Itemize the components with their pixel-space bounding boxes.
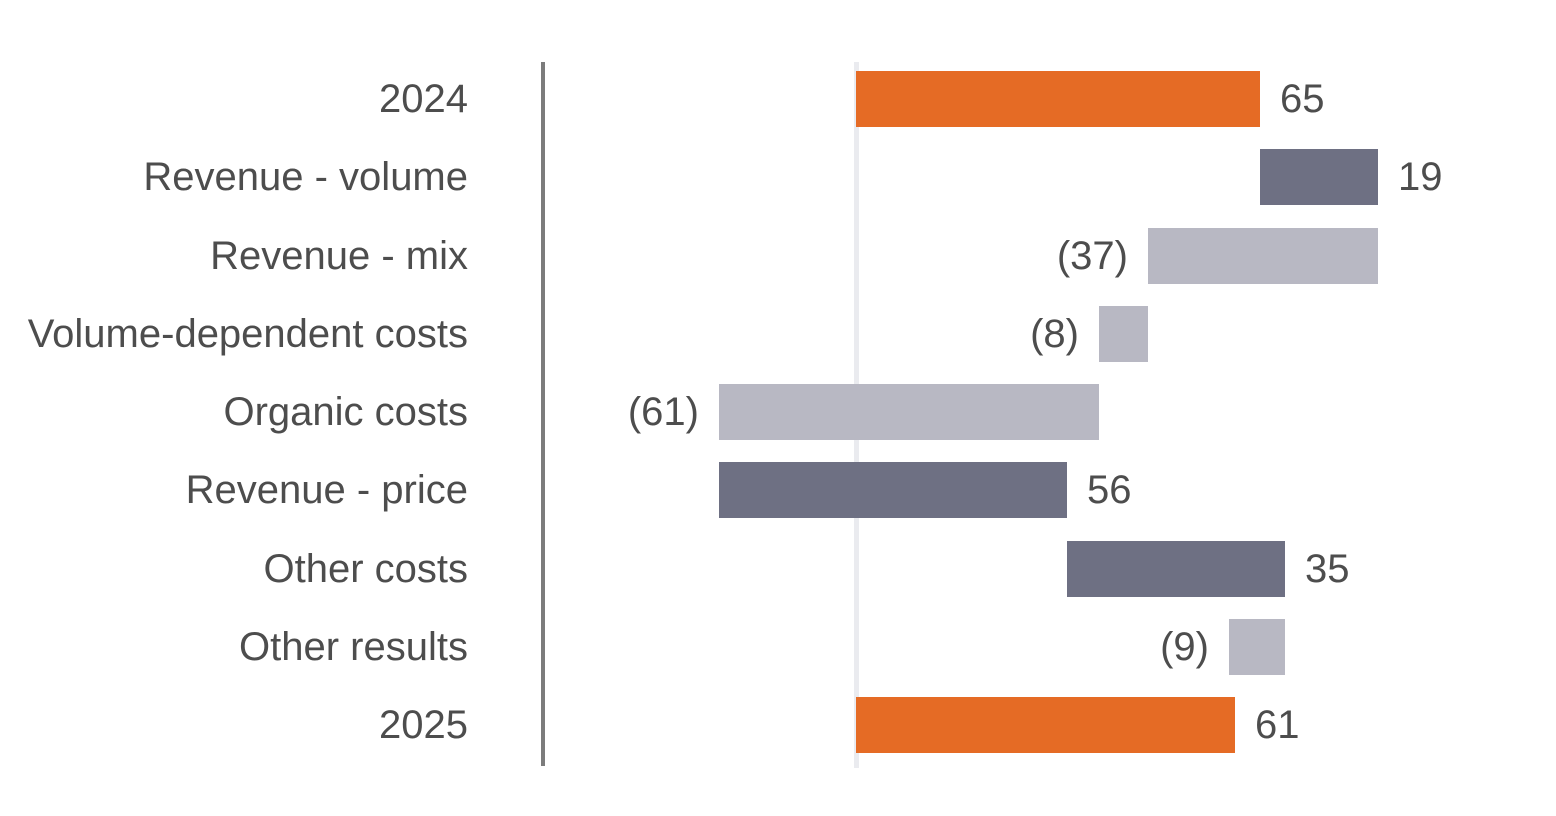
- value-label: (37): [1056, 234, 1128, 278]
- value-label: 19: [1398, 155, 1443, 199]
- value-label: 35: [1305, 547, 1350, 591]
- category-label: Other costs: [263, 547, 468, 591]
- value-label: 56: [1087, 468, 1132, 512]
- category-label: Revenue - mix: [210, 234, 468, 278]
- bar-total: [856, 71, 1260, 127]
- bar-decrease: [1229, 619, 1285, 675]
- category-label: Revenue - price: [185, 468, 468, 512]
- value-label: 65: [1280, 77, 1325, 121]
- value-label: (9): [1160, 625, 1209, 669]
- bar-decrease: [1099, 306, 1148, 362]
- category-label: Organic costs: [223, 390, 468, 434]
- value-label: (8): [1030, 312, 1079, 356]
- bar-decrease: [719, 384, 1099, 440]
- category-label: Volume-dependent costs: [27, 312, 468, 356]
- value-label: 61: [1255, 703, 1300, 747]
- bar-decrease: [1148, 228, 1378, 284]
- category-axis-line: [541, 62, 545, 766]
- category-label: Other results: [239, 625, 468, 669]
- bar-increase: [1260, 149, 1378, 205]
- bar-increase: [719, 462, 1067, 518]
- category-label: Revenue - volume: [143, 155, 468, 199]
- value-label: (61): [627, 390, 699, 434]
- bar-total: [856, 697, 1235, 753]
- category-label: 2025: [379, 703, 468, 747]
- bar-increase: [1067, 541, 1285, 597]
- category-label: 2024: [379, 77, 468, 121]
